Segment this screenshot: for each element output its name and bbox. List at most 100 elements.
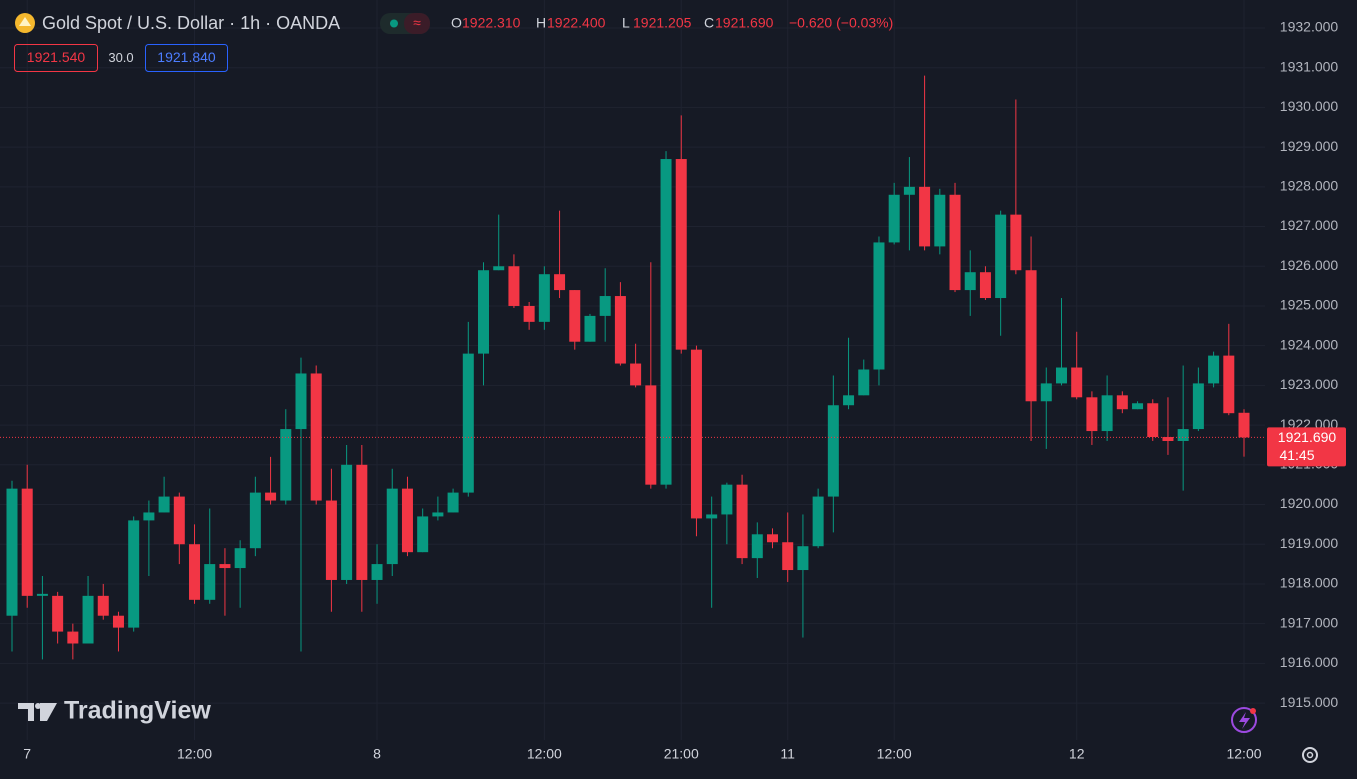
candle-body <box>173 496 185 545</box>
y-tick-label: 1915.000 <box>1280 694 1339 710</box>
y-tick-label: 1923.000 <box>1280 376 1339 392</box>
candle-body <box>249 492 261 549</box>
ask-box[interactable] <box>145 44 228 72</box>
y-tick-label: 1929.000 <box>1280 138 1339 154</box>
y-tick-label: 1928.000 <box>1280 178 1339 194</box>
candle-body <box>234 548 246 569</box>
candle-body <box>995 214 1007 299</box>
candle-body <box>219 564 231 569</box>
candle-body <box>1055 367 1067 384</box>
logo-icon-dot <box>35 703 41 709</box>
candle-body <box>812 496 824 547</box>
x-tick-label: 12:00 <box>877 746 912 762</box>
candle-body <box>1147 403 1159 438</box>
candle-body <box>1086 397 1098 432</box>
ohlc-value: 1921.690 <box>715 15 774 31</box>
candle-body <box>1025 270 1037 402</box>
x-tick-label: 12:00 <box>1226 746 1261 762</box>
candle-body <box>1162 437 1174 441</box>
ohlc-value: 1922.400 <box>547 15 606 31</box>
candle-body <box>782 542 794 571</box>
candle-body <box>979 272 991 299</box>
alert-icon[interactable] <box>1231 707 1257 733</box>
candle-body <box>371 564 383 580</box>
candle-body <box>189 544 201 600</box>
ohlc-key: C <box>704 15 714 31</box>
x-tick-label: 21:00 <box>664 746 699 762</box>
y-tick-label: 1926.000 <box>1280 257 1339 273</box>
symbol-title[interactable]: Gold Spot / U.S. Dollar · 1h · OANDA <box>42 13 340 33</box>
change: −0.620 (−0.03%) <box>789 15 893 31</box>
candle-body <box>493 266 505 271</box>
ohlc-legend: O 1922.310 H 1922.400 L 1921.205 C 1921.690 <box>451 15 774 31</box>
x-tick-label: 12:00 <box>527 746 562 762</box>
y-tick-label: 1932.000 <box>1280 19 1339 35</box>
candle-body <box>1040 383 1052 402</box>
x-tick-label: 8 <box>373 746 381 762</box>
bid[interactable]: 1921.540 <box>27 49 86 65</box>
candle-body <box>630 363 642 386</box>
candle-body <box>1132 403 1144 410</box>
ask[interactable]: 1921.840 <box>157 49 216 65</box>
candle-body <box>325 500 337 580</box>
candle-body <box>751 534 763 559</box>
candle-body <box>356 464 368 580</box>
status-dot <box>390 19 398 28</box>
candle-body <box>767 534 778 543</box>
candle-body <box>1223 355 1235 414</box>
candle-body <box>143 512 155 521</box>
bid-box[interactable] <box>14 44 98 72</box>
candle-body <box>67 631 79 644</box>
candle-body <box>21 488 33 596</box>
y-tick-label: 1920.000 <box>1280 495 1339 511</box>
candle-body <box>432 512 444 517</box>
candle-body <box>584 315 596 342</box>
candle-body <box>1116 395 1128 410</box>
status-pill-red <box>404 13 430 34</box>
last-price-label: 1921.690 <box>1278 429 1337 445</box>
settings-icon[interactable] <box>1302 747 1318 763</box>
y-tick-label: 1925.000 <box>1280 297 1339 313</box>
candle-body <box>919 186 931 247</box>
candle-body <box>478 270 490 354</box>
logo-text[interactable]: TradingView <box>64 697 211 725</box>
y-tick-label: 1927.000 <box>1280 217 1339 233</box>
plot <box>0 75 1265 660</box>
ohlc-key: L <box>622 15 630 31</box>
candle-body <box>858 369 870 396</box>
ohlc-value: 1922.310 <box>462 15 521 31</box>
candle-body <box>508 266 520 306</box>
candle-body <box>888 194 900 243</box>
price-overlay: 1915.000 1916.000 1917.000 1918.000 1919.000… <box>23 19 1346 762</box>
candle-body <box>964 272 976 291</box>
candle-body <box>903 186 915 195</box>
x-tick-label: 7 <box>23 746 31 762</box>
candle-body <box>873 242 885 370</box>
candle-body <box>52 595 64 632</box>
candle-body <box>1071 367 1083 398</box>
candle-body <box>265 492 277 501</box>
candle-body <box>6 488 18 616</box>
candle-body <box>797 546 809 571</box>
candle-body <box>554 274 566 291</box>
candle-body <box>1238 412 1250 438</box>
last-price-box <box>1267 427 1346 467</box>
candle-body <box>447 492 459 513</box>
candle-body <box>36 593 48 596</box>
candle-body <box>569 290 581 342</box>
candle-body <box>1208 355 1220 384</box>
x-tick-label: 12:00 <box>177 746 212 762</box>
candle-body <box>645 385 657 485</box>
y-tick-label: 1930.000 <box>1280 98 1339 114</box>
candle-body <box>401 488 413 553</box>
symbol-icon-mark <box>19 17 31 26</box>
candle-body <box>1010 214 1022 271</box>
candle-body <box>128 520 140 628</box>
grid <box>0 0 1265 740</box>
candle-body <box>204 564 216 600</box>
countdown: 41:45 <box>1279 447 1314 463</box>
candle-body <box>97 595 109 616</box>
candle-body <box>934 194 946 247</box>
candle-body <box>706 514 718 519</box>
